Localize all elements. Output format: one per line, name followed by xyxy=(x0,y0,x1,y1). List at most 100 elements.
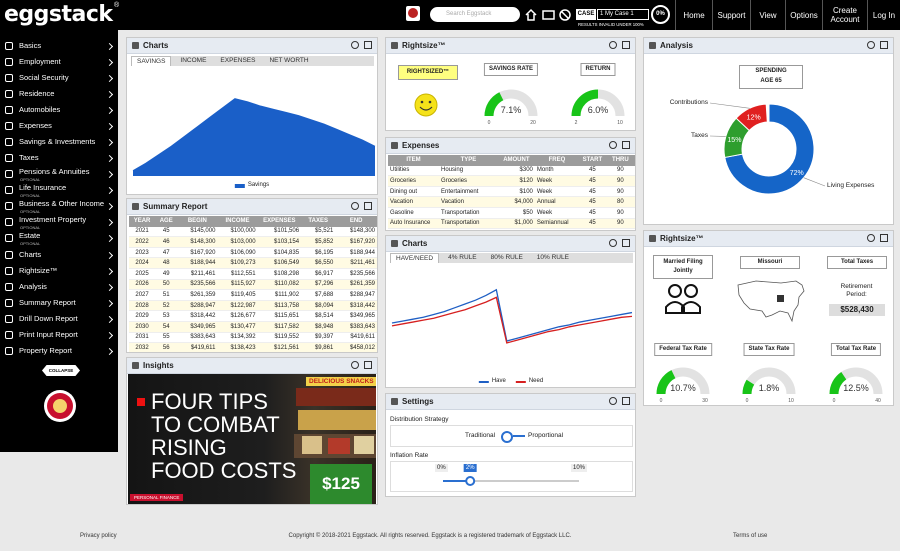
nav-icon xyxy=(5,218,13,226)
table-cell: $106,090 xyxy=(230,249,256,256)
filing-button[interactable]: Married Filing Jointly xyxy=(653,255,713,279)
help-icon[interactable] xyxy=(867,234,875,242)
nav-link[interactable]: Automobiles xyxy=(0,104,118,117)
footer-link[interactable]: Privacy policy xyxy=(80,533,117,539)
pie-segment xyxy=(724,103,815,195)
state-button[interactable]: Missouri xyxy=(740,256,800,269)
slider-thumb[interactable] xyxy=(465,476,476,486)
expand-icon[interactable] xyxy=(880,234,888,242)
table-cell: 45 xyxy=(589,188,596,195)
nav-link[interactable]: Rightsize™ xyxy=(0,265,118,278)
tab[interactable]: 80% RULE xyxy=(490,254,523,261)
tab[interactable]: HAVE/NEED xyxy=(390,253,440,263)
nav-link[interactable]: Savings & Investments xyxy=(0,136,118,149)
legend: Have Need xyxy=(478,378,543,385)
panel-title: Rightsize™ xyxy=(402,41,446,50)
expand-icon[interactable] xyxy=(622,239,630,247)
case-select[interactable]: 1 My Case 1 xyxy=(597,9,649,20)
table-cell: $113,758 xyxy=(274,302,300,309)
nav-item[interactable]: Create Account xyxy=(822,0,867,30)
block-icon-bar xyxy=(560,10,570,20)
column-header: YEAR xyxy=(133,218,151,225)
table-cell: 51 xyxy=(162,291,170,298)
shelf-product xyxy=(298,410,376,430)
expand-icon[interactable] xyxy=(622,397,630,405)
expand-icon[interactable] xyxy=(622,141,630,149)
nav-link[interactable]: Investment Property OPTIONAL xyxy=(0,215,118,230)
nav-item[interactable]: Log In xyxy=(867,0,900,30)
nav-item[interactable]: View xyxy=(750,0,785,30)
nav-item[interactable]: Options xyxy=(785,0,822,30)
nav-link[interactable]: Taxes xyxy=(0,152,118,165)
tab[interactable]: NET WORTH xyxy=(269,57,309,64)
expand-icon[interactable] xyxy=(622,41,630,49)
nav-icon xyxy=(5,170,13,178)
nav-label: Charts xyxy=(19,250,42,259)
option-box: Traditional Proportional xyxy=(390,425,633,447)
logo: eggstack xyxy=(4,2,113,27)
nav-item[interactable]: Support xyxy=(712,0,750,30)
table-cell: Utilities xyxy=(390,167,410,174)
table-cell: 2023 xyxy=(135,249,149,256)
nav-link[interactable]: Social Security xyxy=(0,72,118,85)
nav-link[interactable]: Summary Report xyxy=(0,297,118,310)
option-label[interactable]: Traditional xyxy=(465,432,496,439)
nav-link[interactable]: Expenses xyxy=(0,120,118,133)
help-icon[interactable] xyxy=(867,41,875,49)
nav-item[interactable]: Home xyxy=(675,0,712,30)
table-cell: $419,611 xyxy=(190,344,216,351)
tab[interactable]: SAVINGS xyxy=(131,56,172,66)
nav-link[interactable]: Property Report xyxy=(0,345,118,358)
total-button[interactable]: Total Taxes xyxy=(827,256,887,269)
search-box[interactable]: Search Eggstack xyxy=(430,7,520,22)
nav-link[interactable]: Basics xyxy=(0,40,118,53)
nav-link[interactable]: Residence xyxy=(0,88,118,101)
nav-link[interactable]: Analysis xyxy=(0,281,118,294)
toggle[interactable] xyxy=(501,431,513,443)
option-label[interactable]: Proportional xyxy=(528,432,564,439)
expand-icon[interactable] xyxy=(364,202,372,210)
help-icon[interactable] xyxy=(351,202,359,210)
nav-label: Taxes xyxy=(19,153,39,162)
nav-icon xyxy=(5,90,13,98)
nav-link[interactable]: Print Input Report xyxy=(0,329,118,342)
panel-title: Charts xyxy=(402,239,428,248)
nav-note: OPTIONAL xyxy=(20,241,41,246)
expand-icon[interactable] xyxy=(880,41,888,49)
help-icon[interactable] xyxy=(609,239,617,247)
expand-icon[interactable] xyxy=(364,361,372,369)
nav-link[interactable]: Pensions & Annuities OPTIONAL xyxy=(0,167,118,182)
tab[interactable]: 10% RULE xyxy=(536,254,569,261)
age-button[interactable]: SPENDING AGE 65 xyxy=(739,65,803,89)
person-body xyxy=(665,301,685,314)
pie-value-label: 72% xyxy=(790,170,804,177)
nav-label: Residence xyxy=(19,89,55,98)
gauge-fill xyxy=(742,379,755,395)
tab[interactable]: INCOME xyxy=(180,57,207,64)
tab[interactable]: 4% RULE xyxy=(448,254,477,261)
nav-link[interactable]: Life Insurance OPTIONAL xyxy=(0,183,118,198)
legend-label: Have xyxy=(491,378,506,384)
tab[interactable]: EXPENSES xyxy=(220,57,256,64)
table-cell: $7,296 xyxy=(314,281,334,288)
nav-link[interactable]: Charts xyxy=(0,249,118,262)
table-cell: 55 xyxy=(162,334,170,341)
nav-link[interactable]: Business & Other Income OPTIONAL xyxy=(0,199,118,214)
nav-link[interactable]: Employment xyxy=(0,56,118,69)
help-icon[interactable] xyxy=(351,361,359,369)
column-header: START xyxy=(582,157,603,164)
help-icon[interactable] xyxy=(609,41,617,49)
nav-link[interactable]: Drill Down Report xyxy=(0,313,118,326)
help-icon[interactable] xyxy=(351,41,359,49)
table-cell: $50 xyxy=(522,209,533,216)
nav-link[interactable]: Estate OPTIONAL xyxy=(0,231,118,246)
collapse-button[interactable]: COLLAPSE xyxy=(42,365,80,376)
shelf-product xyxy=(302,436,322,454)
footer-link[interactable]: Terms of use xyxy=(733,533,768,539)
help-icon[interactable] xyxy=(609,397,617,405)
panel: Rightsize™ RIGHTSIZED™ SAVINGS RATE 7.1% 0 20… xyxy=(385,37,636,131)
person-head xyxy=(684,284,698,298)
table-cell: $235,566 xyxy=(190,281,216,288)
expand-icon[interactable] xyxy=(364,41,372,49)
help-icon[interactable] xyxy=(609,141,617,149)
